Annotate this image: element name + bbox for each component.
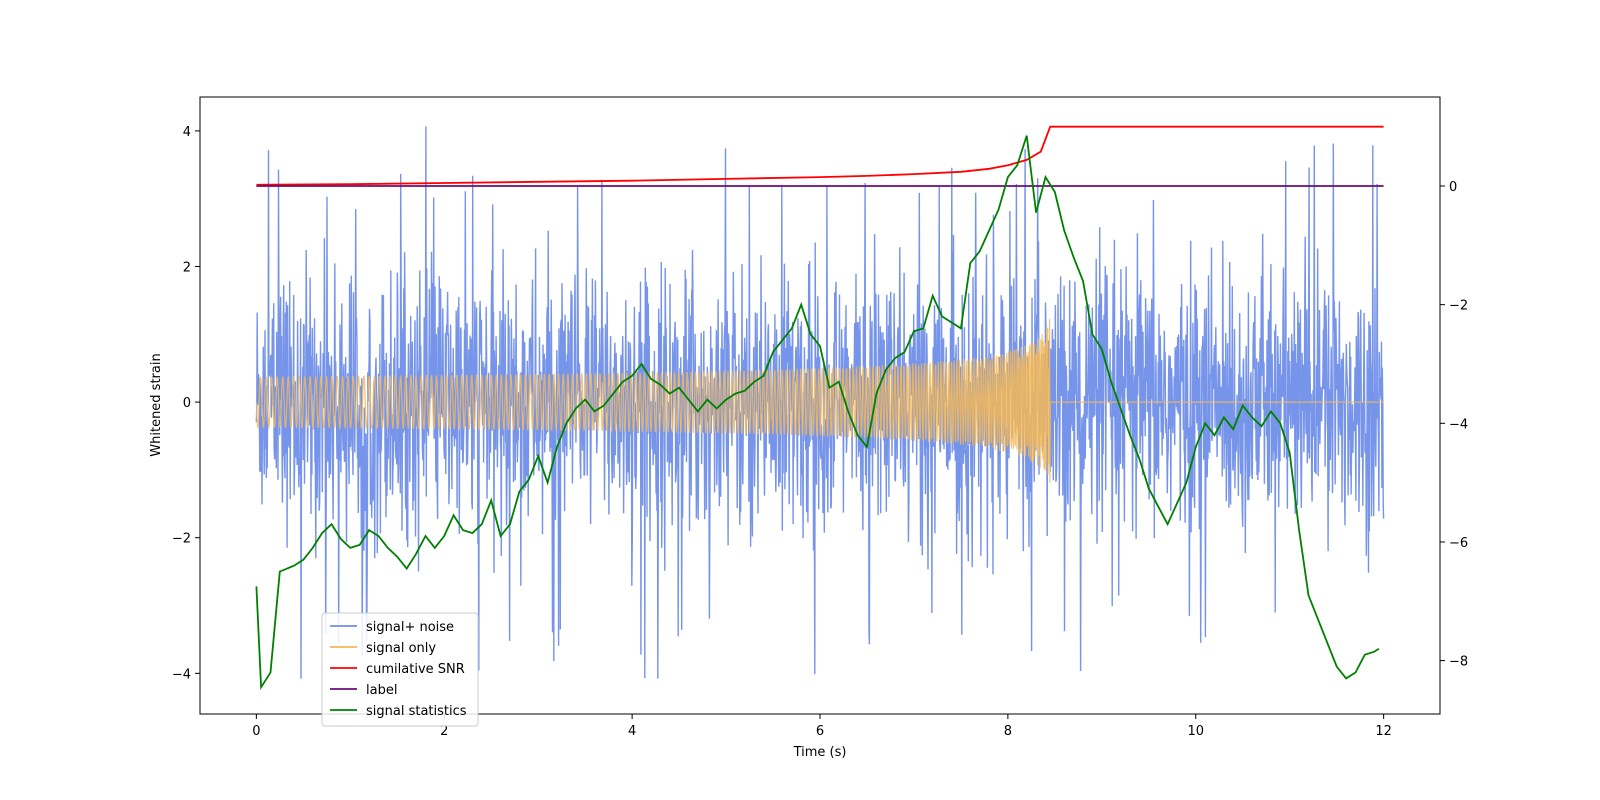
legend-entry: signal+ noise [366,620,454,635]
y2-tick-label: −4 [1449,417,1468,432]
legend-entry: signal only [366,641,436,656]
y2-tick-label: −2 [1449,299,1468,314]
series-cumulative-snr [256,125,1384,186]
x-tick-label: 8 [1004,724,1012,739]
legend-box [321,612,479,727]
y-tick-label: −4 [172,667,191,682]
x-tick-label: 12 [1375,724,1392,739]
y-axis-label: Whitened strain [149,353,164,456]
series-signal-only [255,319,1384,483]
legend-entry: label [366,683,397,698]
series-signal-statistics [255,135,1380,691]
y-tick-label: 4 [183,125,191,140]
y2-tick-label: −8 [1449,655,1468,670]
x-tick-label: 2 [440,724,448,739]
y-tick-label: −2 [172,532,191,547]
x-axis-label: Time (s) [793,745,847,760]
legend: signal+ noise signal only cumilative SNR la… [321,612,479,727]
series-signal-noise [255,126,1385,679]
y-tick-label: 0 [183,396,191,411]
y-tick-label: 2 [183,261,191,276]
x-tick-label: 0 [252,724,260,739]
y2-tick-label: 0 [1449,180,1457,195]
legend-entry: cumilative SNR [366,662,465,677]
x-tick-label: 6 [816,724,824,739]
y2-tick-label: −6 [1449,536,1468,551]
legend-entry: signal statistics [366,704,467,719]
x-tick-label: 4 [628,724,636,739]
x-tick-label: 10 [1187,724,1204,739]
